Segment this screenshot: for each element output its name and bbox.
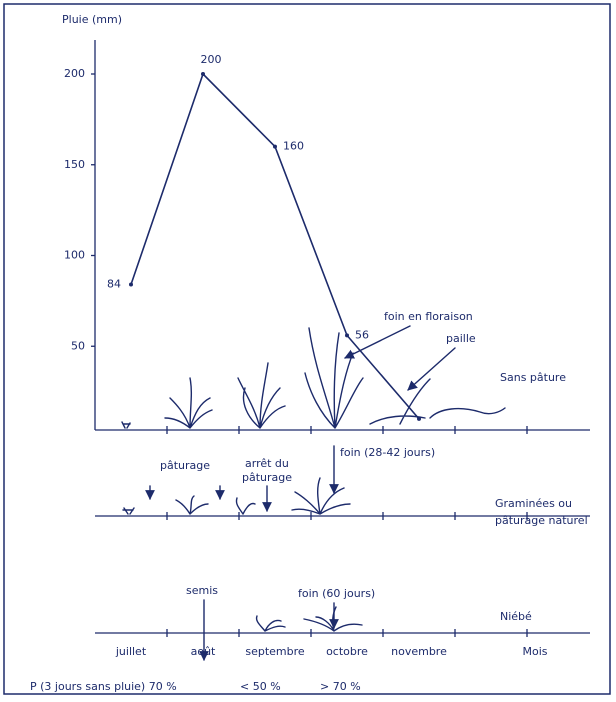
y-tick-label: 100 [64,249,85,262]
annotation: pâturage [242,471,292,484]
annotation: paille [446,332,476,345]
data-label: 56 [355,328,369,341]
probability-label: > 70 % [320,680,361,693]
data-label: 160 [283,140,304,153]
y-tick-label: 50 [71,339,85,352]
x-tick-label: juillet [115,645,147,658]
data-label: 200 [201,53,222,66]
annotation: arrêt du [245,457,289,470]
y-tick-label: 150 [64,158,85,171]
probability-label: < 50 % [240,680,281,693]
row-label: Niébé [500,610,532,623]
annotation: foin (28-42 jours) [340,446,435,459]
frame [3,3,611,695]
y-tick-label: 200 [64,67,85,80]
point [345,333,349,338]
arrow [407,347,456,391]
point [201,72,205,76]
rain-line [130,72,420,420]
x-tick-label: août [191,645,216,658]
plant-drawings [121,327,506,632]
annotation: semis [186,584,218,597]
x-tick-label: novembre [391,645,447,658]
point [129,282,133,287]
y-axis-label: Pluie (mm) [62,13,122,26]
x-axis-label: Mois [522,645,547,658]
annotation: foin en floraison [384,310,473,323]
annotation: pâturage [160,459,210,472]
x-tick-label: octobre [326,645,368,658]
row-label: Graminées ou [495,497,572,510]
point [273,144,277,149]
data-label: 84 [107,278,121,291]
point [417,416,421,421]
probability-label: P (3 jours sans pluie) 70 % [30,680,177,693]
row-label: Sans pâture [500,371,566,384]
row-label: pâturage naturel [495,514,588,527]
arrow [344,325,411,359]
timelines [95,429,590,634]
annotation: foin (60 jours) [298,587,375,600]
x-tick-label: septembre [245,645,305,658]
